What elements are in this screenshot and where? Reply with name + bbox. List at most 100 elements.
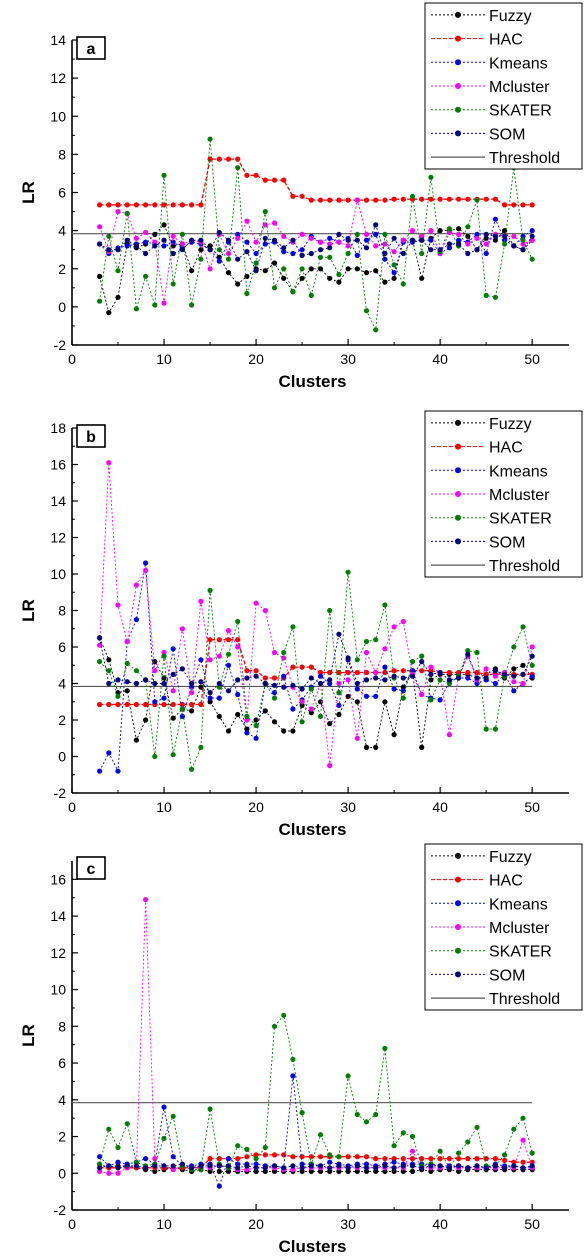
data-point: [363, 649, 370, 656]
data-point: [354, 686, 360, 692]
data-point: [437, 1156, 443, 1162]
data-point: [216, 713, 222, 720]
data-point: [373, 693, 379, 699]
x-tick-label: 10: [156, 1216, 172, 1232]
data-point: [207, 657, 213, 663]
data-point: [244, 1154, 250, 1160]
data-point: [391, 686, 397, 692]
legend-label-skater: SKATER: [489, 944, 552, 961]
legend-marker: [455, 947, 461, 954]
data-point: [308, 1163, 314, 1169]
data-point: [336, 271, 342, 278]
data-point: [474, 675, 480, 681]
legend-label-hac: HAC: [489, 440, 523, 457]
data-point: [465, 1156, 471, 1162]
data-point: [336, 1154, 342, 1160]
data-point: [363, 308, 370, 314]
data-point: [382, 197, 388, 203]
data-point: [207, 243, 213, 249]
data-point: [97, 635, 103, 641]
data-point: [428, 237, 434, 243]
data-point: [244, 713, 250, 720]
data-point: [189, 708, 195, 714]
data-point: [253, 668, 259, 674]
data-point: [345, 243, 351, 249]
data-point: [409, 1168, 416, 1174]
data-point: [262, 607, 268, 614]
data-point: [382, 1168, 388, 1174]
x-tick-label: 10: [156, 799, 172, 815]
data-point: [143, 717, 149, 723]
data-point: [373, 1156, 379, 1162]
data-point: [106, 750, 112, 756]
data-point: [225, 156, 232, 162]
data-point: [152, 680, 158, 687]
data-point: [152, 302, 158, 308]
data-point: [198, 657, 204, 663]
data-point: [235, 691, 241, 698]
data-point: [391, 1165, 397, 1171]
legend-marker: [455, 467, 461, 474]
data-point: [290, 1167, 296, 1173]
data-point: [456, 1168, 462, 1174]
data-point: [152, 668, 158, 674]
data-point: [391, 1143, 397, 1149]
data-point: [446, 241, 452, 247]
x-tick-label: 50: [524, 351, 540, 367]
data-point: [327, 1152, 333, 1158]
x-tick-label: 40: [432, 1216, 448, 1232]
data-point: [456, 241, 462, 247]
data-point: [382, 279, 388, 285]
data-point: [363, 744, 370, 751]
data-point: [281, 684, 287, 690]
data-point: [198, 256, 204, 262]
data-point: [216, 1156, 222, 1162]
data-point: [456, 237, 462, 243]
data-point: [299, 1168, 305, 1174]
data-point: [317, 680, 324, 687]
data-point: [170, 250, 176, 257]
data-point: [106, 202, 112, 208]
data-point: [409, 673, 416, 679]
data-point: [373, 1111, 379, 1118]
data-point: [336, 1168, 342, 1174]
data-point: [400, 1168, 406, 1174]
data-point: [225, 1168, 232, 1174]
data-point: [281, 649, 287, 656]
data-point: [336, 711, 342, 718]
data-point: [170, 233, 176, 239]
data-point: [520, 1115, 526, 1121]
legend-marker: [455, 900, 461, 907]
legend-marker: [455, 538, 461, 545]
data-point: [419, 744, 425, 751]
data-point: [492, 1163, 498, 1169]
data-point: [244, 668, 250, 674]
data-point: [400, 684, 406, 690]
data-point: [161, 1104, 167, 1110]
y-tick-label: -2: [54, 785, 67, 801]
y-tick-label: 10: [50, 108, 66, 124]
data-point: [502, 1165, 508, 1171]
legend-label-som: SOM: [489, 126, 525, 143]
data-point: [345, 1165, 351, 1171]
data-point: [133, 202, 139, 208]
y-tick-label: 12: [50, 530, 66, 546]
data-point: [271, 177, 278, 183]
data-point: [400, 237, 406, 243]
data-point: [281, 275, 287, 281]
data-point: [317, 254, 324, 260]
data-point: [225, 237, 232, 243]
data-point: [502, 1152, 508, 1158]
data-point: [520, 680, 526, 687]
data-point: [189, 690, 195, 696]
data-point: [133, 1159, 139, 1165]
data-point: [317, 713, 324, 720]
legend-label-fuzzy: Fuzzy: [489, 849, 532, 866]
series-line-skater: [99, 1014, 533, 1171]
data-point: [492, 668, 498, 674]
legend-label-skater: SKATER: [489, 103, 552, 120]
data-point: [262, 209, 268, 215]
data-point: [152, 1163, 158, 1169]
data-point: [299, 1154, 305, 1160]
data-point: [308, 1168, 314, 1174]
